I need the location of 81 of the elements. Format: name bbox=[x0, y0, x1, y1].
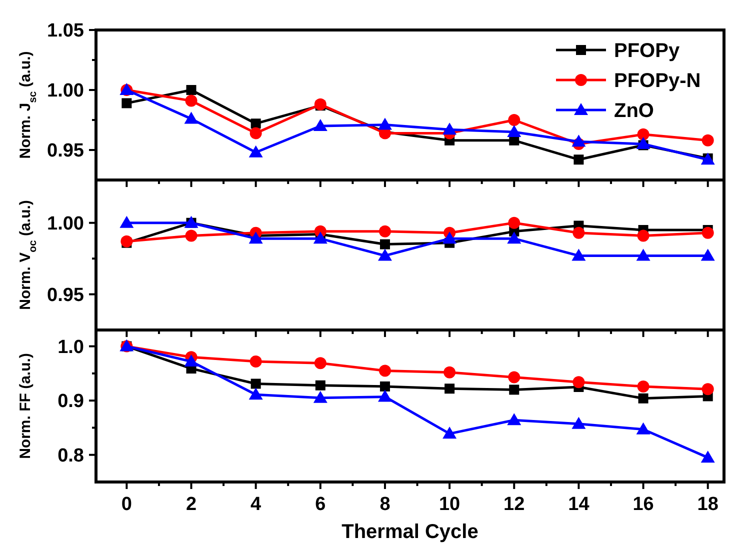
point bbox=[637, 230, 650, 242]
point bbox=[574, 154, 584, 165]
x-tick-label: 4 bbox=[250, 494, 262, 515]
point bbox=[572, 376, 585, 388]
y-tick-label: 0.8 bbox=[58, 446, 84, 467]
point bbox=[702, 383, 714, 396]
point bbox=[185, 94, 198, 107]
point bbox=[636, 137, 650, 149]
point bbox=[248, 145, 263, 158]
point bbox=[444, 384, 455, 394]
point bbox=[442, 122, 457, 135]
point bbox=[507, 125, 522, 137]
x-tick-label: 14 bbox=[568, 494, 590, 515]
point bbox=[378, 225, 391, 238]
x-axis-title: Thermal Cycle bbox=[342, 521, 478, 543]
point bbox=[380, 239, 390, 250]
point bbox=[250, 118, 261, 129]
point bbox=[314, 98, 326, 110]
point bbox=[572, 416, 586, 429]
y-tick-label: 0.95 bbox=[47, 284, 84, 306]
point bbox=[250, 355, 262, 368]
point bbox=[702, 134, 714, 146]
point bbox=[509, 384, 520, 395]
y-tick-label: 1.00 bbox=[47, 80, 84, 102]
point bbox=[184, 354, 198, 366]
x-tick-label: 10 bbox=[438, 494, 460, 515]
point bbox=[378, 390, 392, 402]
x-tick-label: 2 bbox=[186, 494, 197, 515]
point bbox=[313, 119, 328, 131]
point bbox=[378, 364, 391, 377]
point bbox=[315, 380, 326, 390]
point bbox=[442, 232, 457, 244]
point bbox=[250, 378, 261, 389]
y-tick-label: 1.05 bbox=[47, 20, 84, 42]
point bbox=[636, 248, 650, 261]
x-tick-label: 16 bbox=[632, 494, 654, 515]
y-tick-label: 1.0 bbox=[58, 336, 84, 358]
x-tick-label: 6 bbox=[315, 494, 326, 515]
x-tick-label: 18 bbox=[697, 494, 718, 515]
point bbox=[700, 248, 715, 261]
point bbox=[508, 371, 520, 384]
legend-label: PFOPy bbox=[614, 40, 680, 62]
point bbox=[248, 232, 263, 244]
point bbox=[120, 235, 133, 248]
y-tick-label: 0.95 bbox=[47, 140, 84, 162]
point bbox=[507, 413, 522, 426]
point bbox=[314, 357, 326, 370]
point bbox=[572, 226, 585, 239]
point bbox=[378, 248, 392, 261]
point bbox=[184, 112, 198, 124]
point bbox=[250, 127, 262, 140]
y-tick-label: 1.00 bbox=[47, 214, 84, 235]
y-tick-label: 0.9 bbox=[58, 391, 84, 412]
point bbox=[186, 85, 196, 95]
point bbox=[508, 114, 520, 126]
y-axis-title: Norm. FF (a.u.) bbox=[17, 353, 34, 459]
point bbox=[637, 128, 650, 140]
point bbox=[313, 390, 328, 403]
x-tick-label: 12 bbox=[504, 494, 525, 515]
point bbox=[638, 393, 648, 404]
point bbox=[380, 381, 390, 392]
point bbox=[700, 450, 715, 463]
point bbox=[636, 422, 650, 434]
x-tick-label: 0 bbox=[121, 494, 132, 515]
point bbox=[313, 232, 328, 244]
point bbox=[508, 216, 520, 229]
point bbox=[637, 380, 650, 392]
legend-label: PFOPy-N bbox=[614, 70, 701, 92]
point bbox=[120, 216, 134, 228]
point bbox=[702, 226, 714, 239]
x-tick-label: 8 bbox=[380, 494, 390, 515]
point bbox=[122, 98, 132, 108]
point bbox=[572, 248, 586, 261]
point bbox=[248, 388, 263, 400]
point bbox=[378, 118, 392, 130]
point bbox=[572, 134, 586, 147]
point bbox=[185, 230, 198, 242]
point bbox=[442, 426, 457, 439]
legend-label: ZnO bbox=[614, 100, 654, 122]
point bbox=[507, 232, 522, 244]
point bbox=[444, 366, 456, 378]
